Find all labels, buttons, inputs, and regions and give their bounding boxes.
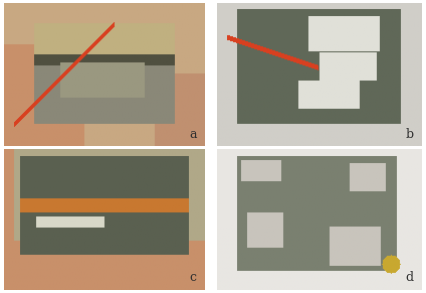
Text: b: b: [406, 128, 414, 141]
Text: c: c: [190, 271, 196, 285]
Text: a: a: [189, 128, 196, 141]
Text: d: d: [406, 271, 414, 285]
